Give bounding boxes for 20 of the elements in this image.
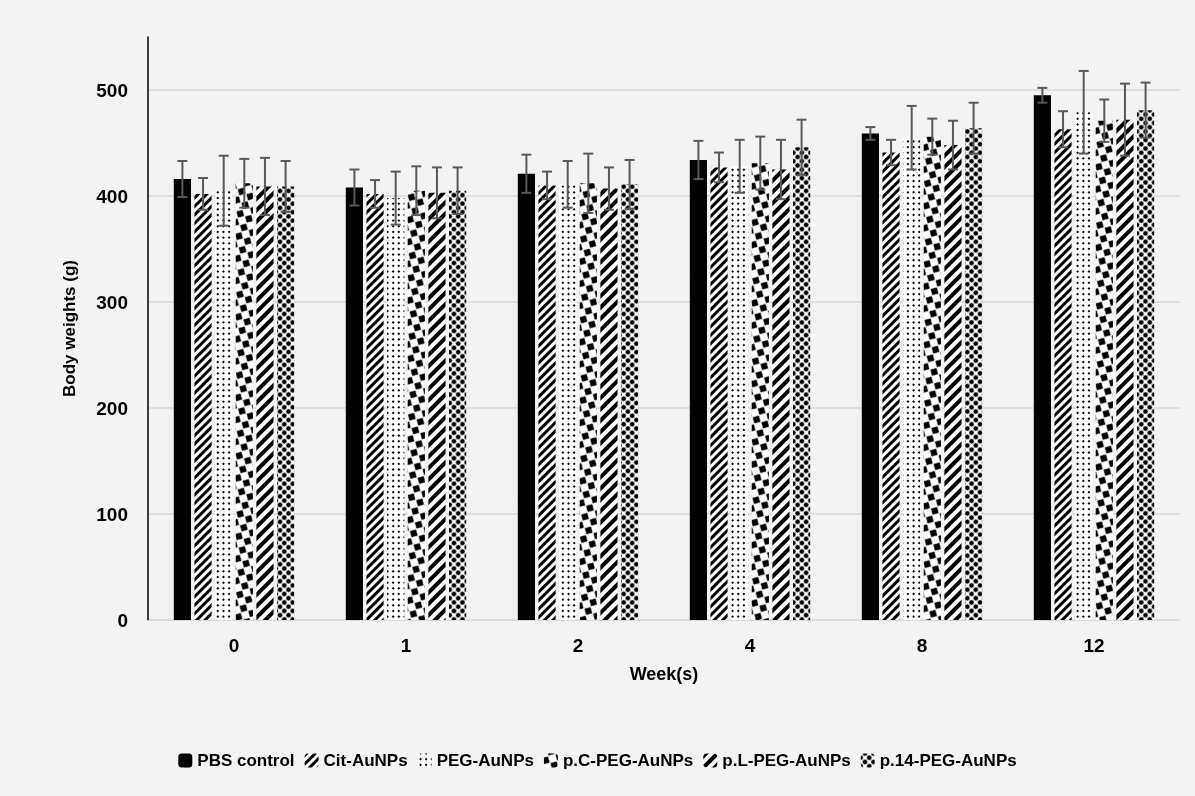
x-tick-label: 12 (1083, 635, 1105, 656)
legend-label: PEG-AuNPs (436, 751, 534, 770)
x-tick-label: 8 (916, 635, 928, 656)
legend-label: p.C-PEG-AuNPs (562, 751, 694, 770)
x-tick-label: 0 (228, 635, 240, 656)
y-tick-label: 400 (96, 185, 128, 207)
x-tick-label: 2 (572, 635, 584, 656)
legend-label: p.L-PEG-AuNPs (722, 751, 851, 770)
y-tick-label: 200 (96, 397, 128, 419)
legend-label: Cit-AuNPs (323, 751, 408, 770)
legend-label: PBS control (197, 751, 295, 770)
x-tick-label: 4 (744, 635, 756, 656)
y-tick-label: 500 (96, 79, 128, 101)
y-tick-label: 300 (96, 291, 128, 313)
y-axis-title: Body weights (g) (60, 260, 79, 397)
y-tick-label: 0 (117, 609, 128, 631)
y-tick-label: 100 (96, 503, 128, 525)
x-tick-label: 1 (400, 635, 412, 656)
legend-label: p.14-PEG-AuNPs (879, 751, 1017, 770)
x-axis-title: Week(s) (629, 664, 699, 684)
